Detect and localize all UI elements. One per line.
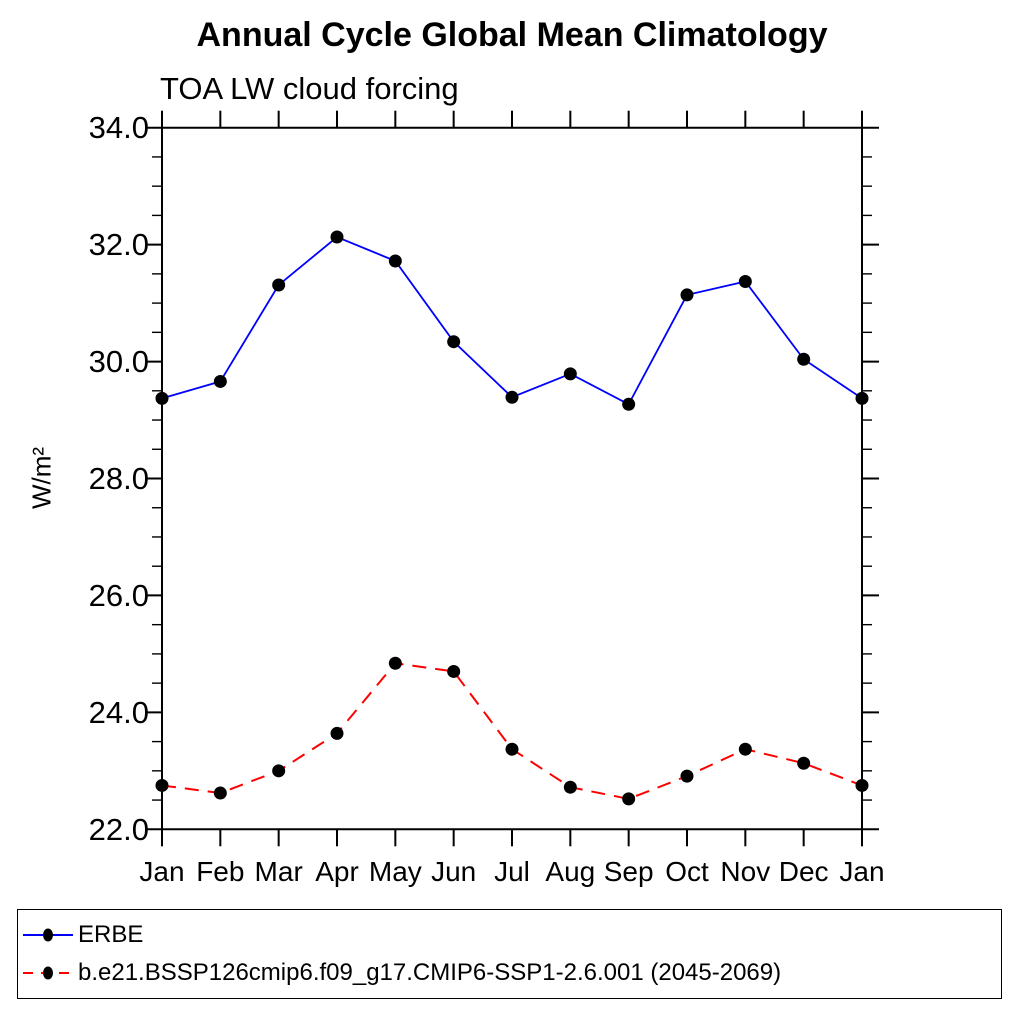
x-axis-tick-label: Apr: [315, 856, 359, 887]
legend-marker-dot: [43, 928, 53, 942]
y-axis-tick-label: 24.0: [89, 695, 149, 730]
legend-label-model: b.e21.BSSP126cmip6.f09_g17.CMIP6-SSP1-2.…: [78, 959, 782, 987]
y-axis-tick-label: 32.0: [89, 227, 149, 262]
legend-entry-model: b.e21.BSSP126cmip6.f09_g17.CMIP6-SSP1-2.…: [21, 959, 1001, 987]
legend-box: ERBE b.e21.BSSP126cmip6.f09_g17.CMIP6-SS…: [17, 909, 1002, 999]
data-point-0-Oct: [680, 288, 694, 302]
legend-label-erbe: ERBE: [78, 920, 144, 948]
legend-marker-dot: [43, 966, 53, 980]
x-axis-tick-label: Jul: [494, 856, 530, 887]
x-axis-tick-label: Feb: [196, 856, 244, 887]
data-point-0-Apr: [330, 230, 344, 244]
y-axis-tick-label: 28.0: [89, 461, 149, 496]
x-axis-tick-label: Jun: [431, 856, 476, 887]
data-point-1-Oct: [680, 769, 694, 783]
data-point-1-Jan: [155, 778, 169, 792]
y-axis-tick-label: 30.0: [89, 344, 149, 379]
data-point-1-Jul: [505, 742, 519, 756]
data-point-1-Dec: [797, 756, 811, 770]
data-point-0-Jan: [855, 391, 869, 405]
x-axis-tick-label: Sep: [604, 856, 654, 887]
data-point-0-Dec: [797, 352, 811, 366]
data-point-0-Aug: [563, 367, 577, 381]
data-point-1-Feb: [213, 786, 227, 800]
y-axis-tick-label: 34.0: [89, 110, 149, 145]
data-point-1-May: [388, 656, 402, 670]
chart-title: Annual Cycle Global Mean Climatology: [196, 16, 828, 54]
data-point-0-Feb: [213, 374, 227, 388]
legend-sample-solid-line: [23, 928, 73, 942]
y-axis-tick-label: 26.0: [89, 578, 149, 613]
series-line-0: [161, 235, 863, 406]
data-point-1-Mar: [272, 764, 286, 778]
legend-sample-dashed-line: [23, 966, 73, 980]
x-axis-tick-label: May: [369, 856, 422, 887]
data-point-0-Sep: [622, 397, 636, 411]
x-axis-tick-label: Oct: [665, 856, 709, 887]
data-point-0-Jun: [447, 335, 461, 349]
data-point-1-Apr: [330, 726, 344, 740]
data-point-0-Jul: [505, 390, 519, 404]
x-axis-tick-label: Mar: [255, 856, 303, 887]
data-point-0-Nov: [738, 274, 752, 288]
data-point-0-Mar: [272, 278, 286, 292]
legend-entry-erbe: ERBE: [21, 921, 1001, 949]
data-point-1-Jan: [855, 778, 869, 792]
x-axis-tick-label: Jan: [839, 856, 884, 887]
x-axis-tick-label: Aug: [545, 856, 595, 887]
data-point-0-Jan: [155, 391, 169, 405]
data-point-1-Sep: [622, 792, 636, 806]
series-line-1: [161, 662, 863, 800]
chart-subtitle: TOA LW cloud forcing: [160, 71, 459, 106]
x-axis-tick-label: Dec: [779, 856, 829, 887]
data-point-1-Nov: [738, 742, 752, 756]
y-axis-tick-label: 22.0: [89, 812, 149, 847]
data-point-1-Aug: [563, 780, 577, 794]
data-point-0-May: [388, 254, 402, 268]
x-axis-tick-label: Nov: [720, 856, 770, 887]
data-point-1-Jun: [447, 664, 461, 678]
x-axis-tick-label: Jan: [139, 856, 184, 887]
